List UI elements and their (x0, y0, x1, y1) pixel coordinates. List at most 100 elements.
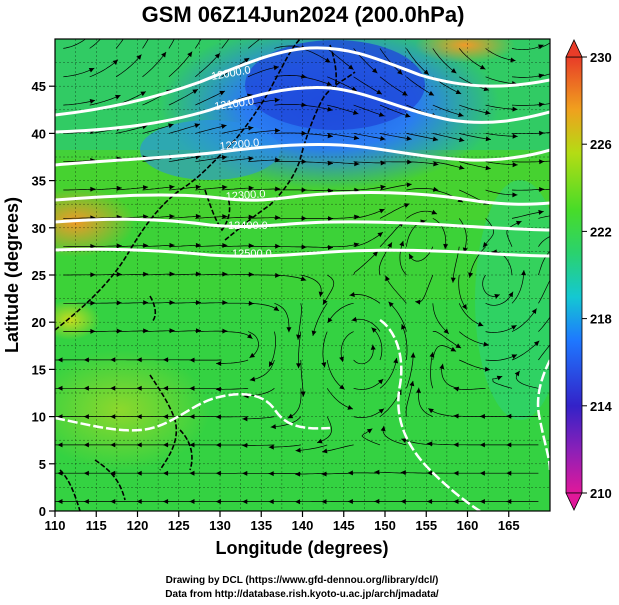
streamline-arrowhead (57, 499, 63, 505)
streamline (115, 54, 142, 78)
streamline-arrowhead (242, 416, 248, 422)
streamline (326, 388, 354, 410)
streamline-arrowhead (295, 499, 301, 505)
streamline-arrowhead (295, 447, 301, 453)
streamline (300, 359, 304, 397)
streamline-arrowhead (483, 86, 490, 92)
streamline (511, 44, 544, 51)
streamline (249, 359, 275, 381)
streamline-arrowhead (387, 242, 393, 248)
streamline-arrowhead (347, 470, 353, 476)
streamline-arrowhead (110, 385, 116, 391)
streamline-arrowhead (433, 161, 439, 167)
warm-region-southwest (55, 300, 100, 340)
streamline-arrowhead (322, 299, 328, 305)
streamline (538, 316, 550, 332)
streamline-arrowhead (453, 386, 460, 392)
streamline (287, 388, 302, 419)
streamline-arrowhead (221, 124, 227, 129)
streamline (441, 363, 460, 389)
colorbar-tick-label: 214 (590, 399, 612, 414)
streamline-arrowhead (248, 125, 254, 131)
streamline (511, 74, 545, 78)
streamline-arrowhead (163, 357, 169, 363)
streamline-arrowhead (485, 110, 491, 116)
streamline-arrowhead (494, 293, 500, 299)
streamline-arrowhead (83, 357, 89, 363)
streamline-arrowhead (539, 186, 545, 192)
colorbar-min-arrow (565, 492, 583, 511)
contour-12100 (55, 86, 550, 134)
streamline-arrowhead (468, 272, 474, 278)
streamline-arrowhead (327, 188, 334, 194)
streamline-arrowhead (189, 499, 195, 505)
streamline-arrowhead (222, 271, 228, 277)
streamline (379, 133, 412, 140)
streamline-arrowhead (351, 86, 357, 91)
streamline-arrowhead (321, 362, 327, 368)
streamline (459, 359, 491, 371)
streamline (270, 416, 302, 428)
streamline-arrowhead (401, 324, 406, 330)
x-tick-label: 115 (86, 518, 107, 533)
streamline-arrowhead (455, 343, 462, 349)
streamline (274, 302, 290, 333)
contour-12200 (55, 142, 550, 167)
y-tick-label: 5 (39, 457, 46, 472)
streamline (248, 188, 281, 191)
streamline-arrowhead (327, 133, 333, 139)
contour-12300 (55, 191, 550, 206)
streamline (168, 244, 202, 248)
streamline-arrowhead (453, 442, 459, 448)
streamline-arrowhead (483, 341, 489, 347)
streamline (322, 331, 328, 368)
streamline (274, 75, 307, 78)
streamline (485, 161, 518, 166)
streamline (142, 39, 149, 49)
streamline (295, 472, 328, 475)
streamline (195, 330, 228, 332)
streamline (406, 133, 439, 141)
streamline (382, 425, 407, 446)
streamline-arrowhead (322, 448, 328, 454)
streamline-arrowhead (222, 328, 228, 334)
streamline (327, 243, 360, 248)
streamline (428, 408, 460, 417)
streamline (195, 186, 228, 191)
streamline (458, 218, 467, 253)
streamline-arrowhead (268, 471, 274, 477)
streamline-arrowhead (324, 57, 331, 63)
streamline (349, 294, 381, 304)
streamline (168, 39, 175, 49)
streamline (327, 161, 360, 165)
streamline-arrowhead (83, 442, 89, 448)
streamline-arrowhead (195, 184, 201, 190)
streamline (142, 51, 167, 78)
streamline (485, 324, 517, 333)
streamline (168, 330, 202, 332)
streamline (432, 48, 457, 74)
streamline (432, 218, 447, 250)
streamline (379, 76, 408, 96)
streamline-arrowhead (443, 328, 449, 334)
streamline-arrowhead (453, 499, 459, 505)
streamline (248, 99, 280, 106)
streamline-arrowhead (347, 405, 353, 410)
streamline (89, 330, 122, 332)
streamline-arrowhead (143, 328, 149, 334)
streamline (459, 104, 491, 114)
streamline (142, 186, 175, 191)
streamline (353, 133, 386, 140)
streamline-arrowhead (89, 99, 96, 104)
streamline (89, 302, 122, 304)
streamline-arrowhead (347, 499, 353, 505)
streamline (300, 189, 334, 192)
streamline-arrowhead (380, 425, 386, 432)
streamline (327, 76, 358, 92)
streamline-arrowhead (496, 375, 503, 381)
streamline-arrowhead (401, 438, 407, 443)
streamline-arrowhead (393, 357, 399, 364)
streamline-arrowhead (107, 22, 112, 28)
streamline (195, 124, 227, 134)
y-tick-label: 45 (32, 79, 46, 94)
